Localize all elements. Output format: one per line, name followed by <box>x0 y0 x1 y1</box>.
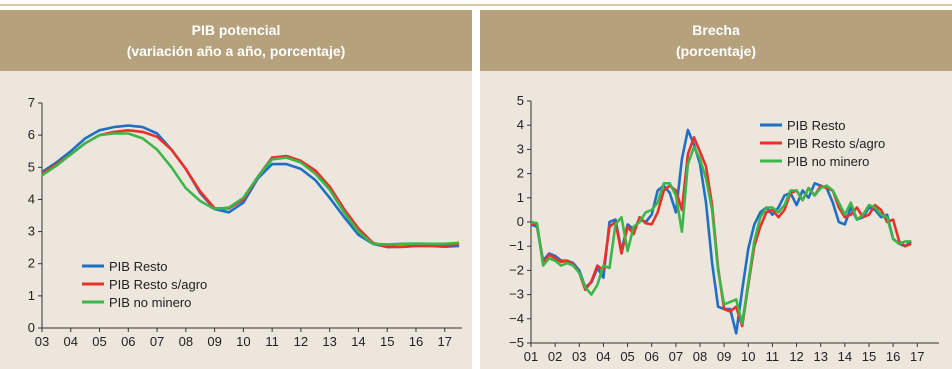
chart-title: PIB potencial <box>191 22 281 38</box>
y-tick-label: 4 <box>28 191 35 206</box>
y-tick-label: 5 <box>517 93 524 108</box>
legend-label: PIB Resto <box>787 118 846 133</box>
x-tick-label: 16 <box>886 349 900 364</box>
y-tick-label: 7 <box>28 95 35 110</box>
y-tick-label: −1 <box>509 238 524 253</box>
x-tick-label: 14 <box>838 349 852 364</box>
y-tick-label: 1 <box>517 190 524 205</box>
x-tick-label: 16 <box>409 334 423 349</box>
chart-header: PIB potencial (variación año a año, porc… <box>0 10 472 71</box>
x-tick-label: 11 <box>265 334 279 349</box>
x-tick-label: 07 <box>150 334 164 349</box>
x-tick-label: 04 <box>64 334 78 349</box>
legend-label: PIB no minero <box>109 295 191 310</box>
y-tick-label: 2 <box>517 166 524 181</box>
series-line <box>530 145 912 325</box>
legend-label: PIB Resto <box>109 259 168 274</box>
chart-subtitle: (porcentaje) <box>675 43 757 59</box>
x-tick-label: 05 <box>620 349 634 364</box>
x-tick-label: 09 <box>207 334 221 349</box>
chart-panel-pib-potencial: PIB potencial (variación año a año, porc… <box>0 10 472 369</box>
x-tick-label: 06 <box>644 349 658 364</box>
x-tick-label: 10 <box>236 334 250 349</box>
x-tick-label: 03 <box>572 349 586 364</box>
x-tick-label: 01 <box>524 349 538 364</box>
x-tick-label: 10 <box>741 349 755 364</box>
chart-header: Brecha (porcentaje) <box>480 10 952 71</box>
y-tick-label: −2 <box>509 262 524 277</box>
x-tick-label: 02 <box>548 349 562 364</box>
y-tick-label: 0 <box>28 320 35 335</box>
y-tick-label: 2 <box>28 256 35 271</box>
x-tick-label: 17 <box>438 334 452 349</box>
legend-label: PIB Resto s/agro <box>109 277 207 292</box>
top-rule <box>0 4 952 6</box>
x-tick-label: 12 <box>294 334 308 349</box>
chart-subtitle: (variación año a año, porcentaje) <box>126 43 346 59</box>
x-tick-label: 11 <box>766 349 780 364</box>
x-tick-label: 09 <box>717 349 731 364</box>
x-tick-label: 05 <box>92 334 106 349</box>
y-tick-label: −4 <box>509 311 524 326</box>
y-tick-label: 5 <box>28 159 35 174</box>
x-tick-label: 17 <box>910 349 924 364</box>
x-tick-label: 04 <box>596 349 610 364</box>
x-tick-label: 08 <box>693 349 707 364</box>
y-tick-label: 3 <box>517 141 524 156</box>
y-tick-label: −5 <box>509 335 524 350</box>
series-line <box>41 132 460 246</box>
legend-label: PIB no minero <box>787 154 869 169</box>
y-tick-label: 0 <box>517 214 524 229</box>
chart-panel-brecha: Brecha (porcentaje) 5 4 3 2 1 0 −1 −2 −3 −4 −5 01 02… <box>480 10 952 369</box>
x-tick-label: 06 <box>121 334 135 349</box>
y-tick-label: 1 <box>28 288 35 303</box>
x-tick-label: 03 <box>35 334 49 349</box>
x-tick-label: 08 <box>179 334 193 349</box>
x-tick-label: 12 <box>789 349 803 364</box>
y-tick-label: 3 <box>28 224 35 239</box>
legend-label: PIB Resto s/agro <box>787 136 885 151</box>
x-tick-label: 14 <box>351 334 365 349</box>
y-tick-label: −3 <box>509 287 524 302</box>
chart-title: Brecha <box>692 22 740 38</box>
x-tick-label: 13 <box>813 349 827 364</box>
x-tick-label: 15 <box>380 334 394 349</box>
y-tick-label: 4 <box>517 117 524 132</box>
y-tick-label: 6 <box>28 127 35 142</box>
x-tick-label: 07 <box>669 349 683 364</box>
x-tick-label: 13 <box>322 334 336 349</box>
x-tick-label: 15 <box>862 349 876 364</box>
